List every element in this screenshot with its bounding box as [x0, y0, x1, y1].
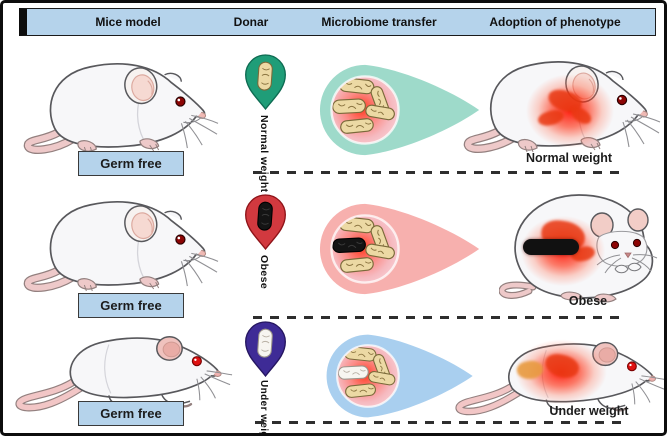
- donor-drop: [245, 194, 286, 251]
- germ-free-label-text: Germ free: [100, 298, 162, 313]
- donor-label: Obese: [258, 255, 270, 290]
- germ-free-mouse-illustration: [23, 53, 221, 157]
- germ-free-label-text: Germ free: [100, 406, 162, 421]
- phenotype-label: Normal weight: [525, 151, 613, 165]
- microbiome-colonization-glow: [509, 335, 613, 409]
- germ-free-label: Germ free: [78, 401, 184, 426]
- row-separator-dashed-line: [253, 171, 624, 174]
- phenotype-label: Under weight: [549, 404, 629, 418]
- transferred-capsule: [332, 237, 366, 254]
- microbiome-colonization-glow: [520, 69, 620, 153]
- bacteria-blob: [536, 107, 566, 129]
- row-separator-dashed-line: [255, 421, 621, 424]
- col-header-donor: Donar: [233, 15, 269, 29]
- donor-bacteria-capsule: [257, 201, 273, 231]
- black-capsule: [523, 239, 579, 255]
- row-separator-dashed-line: [253, 316, 624, 319]
- capsule-texture: [261, 207, 270, 225]
- bacteria-blob: [515, 358, 545, 382]
- donor-bacteria-capsule: [257, 328, 273, 358]
- germ-free-mouse-illustration: [23, 191, 221, 295]
- donor-label: Normal weight: [258, 115, 270, 193]
- transferred-capsule: [332, 98, 366, 115]
- donor-drop: [245, 54, 286, 111]
- germ-free-label: Germ free: [78, 293, 184, 318]
- col-header-microbiome-transfer: Microbiome transfer: [321, 15, 437, 29]
- capsule-texture: [261, 67, 270, 85]
- col-header-adoption-of-phenotype: Adoption of phenotype: [489, 15, 621, 29]
- transferred-capsule: [338, 365, 369, 380]
- capsule-texture: [261, 334, 270, 352]
- germ-free-rat-illustration: [15, 323, 235, 413]
- microbiome-transfer-comet: [319, 203, 480, 295]
- bacteria-blob: [568, 104, 594, 127]
- microbiome-transfer-comet: [319, 64, 480, 156]
- microbiome-colonization-glow: [515, 211, 611, 291]
- col-header-mice-model: Mice model: [95, 15, 161, 29]
- figure-header: Mice model Donar Microbiome transfer Ado…: [19, 8, 656, 36]
- donor-drop: [245, 321, 286, 378]
- microbiome-transfer-comet: [326, 334, 473, 418]
- donor-bacteria-capsule: [257, 61, 273, 91]
- phenotype-label: Obese: [568, 294, 608, 308]
- donor-label: Under weight: [258, 380, 269, 436]
- germ-free-label: Germ free: [78, 151, 184, 176]
- bacteria-blob: [543, 351, 581, 381]
- germ-free-label-text: Germ free: [100, 156, 162, 171]
